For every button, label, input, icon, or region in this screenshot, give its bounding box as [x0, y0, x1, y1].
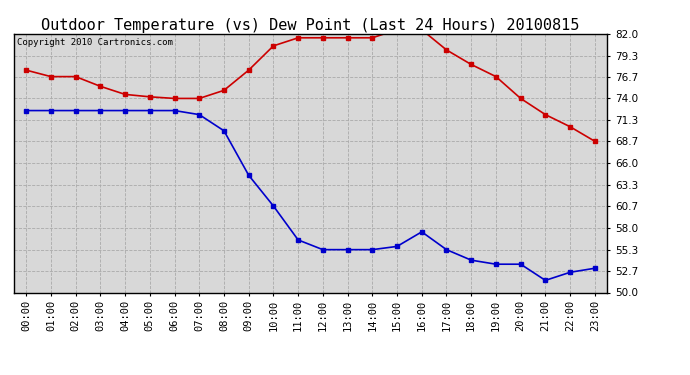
Text: Copyright 2010 Cartronics.com: Copyright 2010 Cartronics.com: [17, 38, 172, 46]
Title: Outdoor Temperature (vs) Dew Point (Last 24 Hours) 20100815: Outdoor Temperature (vs) Dew Point (Last…: [41, 18, 580, 33]
